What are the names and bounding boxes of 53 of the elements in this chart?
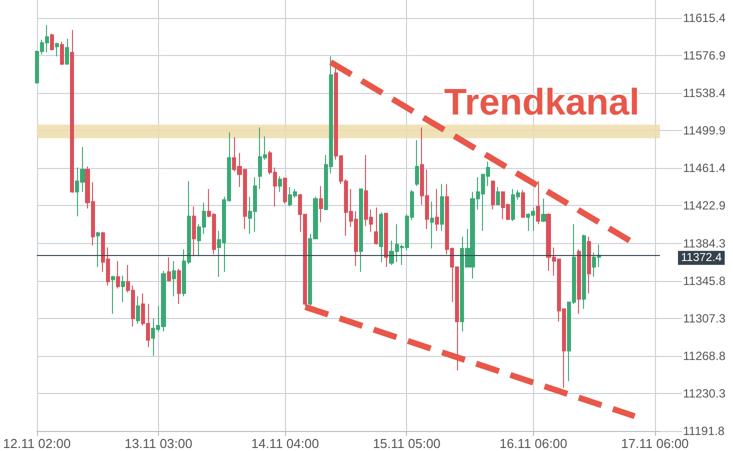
candlestick (440, 184, 444, 232)
y-tick-label: 11345.8 (683, 274, 726, 288)
x-tick-label: 12.11 02:00 (2, 436, 71, 451)
candlestick (319, 186, 323, 223)
y-tick-label: 11576.9 (683, 48, 726, 62)
candlestick (496, 186, 500, 206)
candlestick (96, 231, 100, 268)
y-tick-label: 11615.4 (683, 10, 726, 25)
candlestick (111, 275, 115, 314)
candlestick (359, 188, 363, 272)
candlestick (536, 180, 540, 225)
candlestick (379, 212, 383, 263)
x-tick-label: 13.11 03:00 (124, 436, 192, 451)
candlestick (374, 207, 378, 246)
candlestick (384, 212, 388, 268)
candlestick (167, 256, 171, 282)
y-tick-label: 11461.4 (683, 161, 726, 176)
y-tick-label: 11230.3 (683, 386, 726, 400)
candlestick (491, 180, 495, 210)
candlestick (521, 189, 525, 218)
candlestick (587, 236, 591, 294)
candlestick (116, 260, 120, 289)
candlestick (55, 42, 59, 57)
candlestick (415, 140, 419, 187)
candlestick (121, 275, 125, 303)
ref-line-label: 11372.4 (681, 252, 722, 264)
x-tick-label: 16.11 06:00 (499, 436, 568, 451)
candlestick (65, 38, 69, 65)
annotation: Trendkanal (444, 82, 640, 122)
x-tick-label: 17.11 06:00 (621, 436, 689, 451)
candlestick (192, 206, 196, 257)
candlestick (50, 33, 54, 52)
candlestick (278, 176, 282, 192)
y-tick-label: 11307.3 (683, 311, 726, 326)
y-tick-label: 11538.4 (683, 86, 726, 100)
candlestick (541, 198, 546, 223)
candlestick (70, 30, 74, 194)
candlestick (582, 234, 586, 310)
candlestick (177, 268, 181, 305)
x-tick-label: 14.11 04:00 (251, 436, 319, 451)
x-tick-label: 15.11 05:00 (372, 436, 441, 451)
candlestick (60, 41, 64, 66)
candlestick (430, 201, 434, 249)
candlestick (136, 296, 140, 324)
y-tick-label: 11499.9 (683, 124, 726, 138)
y-tick-label: 11384.3 (683, 236, 726, 250)
y-tick-label: 11268.8 (683, 348, 726, 363)
candlestick (283, 178, 287, 204)
y-tick-label: 11191.8 (683, 424, 725, 438)
y-tick-label: 11422.9 (683, 198, 726, 213)
candlestick (172, 260, 176, 297)
candlestick (577, 248, 581, 314)
candlestick (435, 188, 439, 232)
